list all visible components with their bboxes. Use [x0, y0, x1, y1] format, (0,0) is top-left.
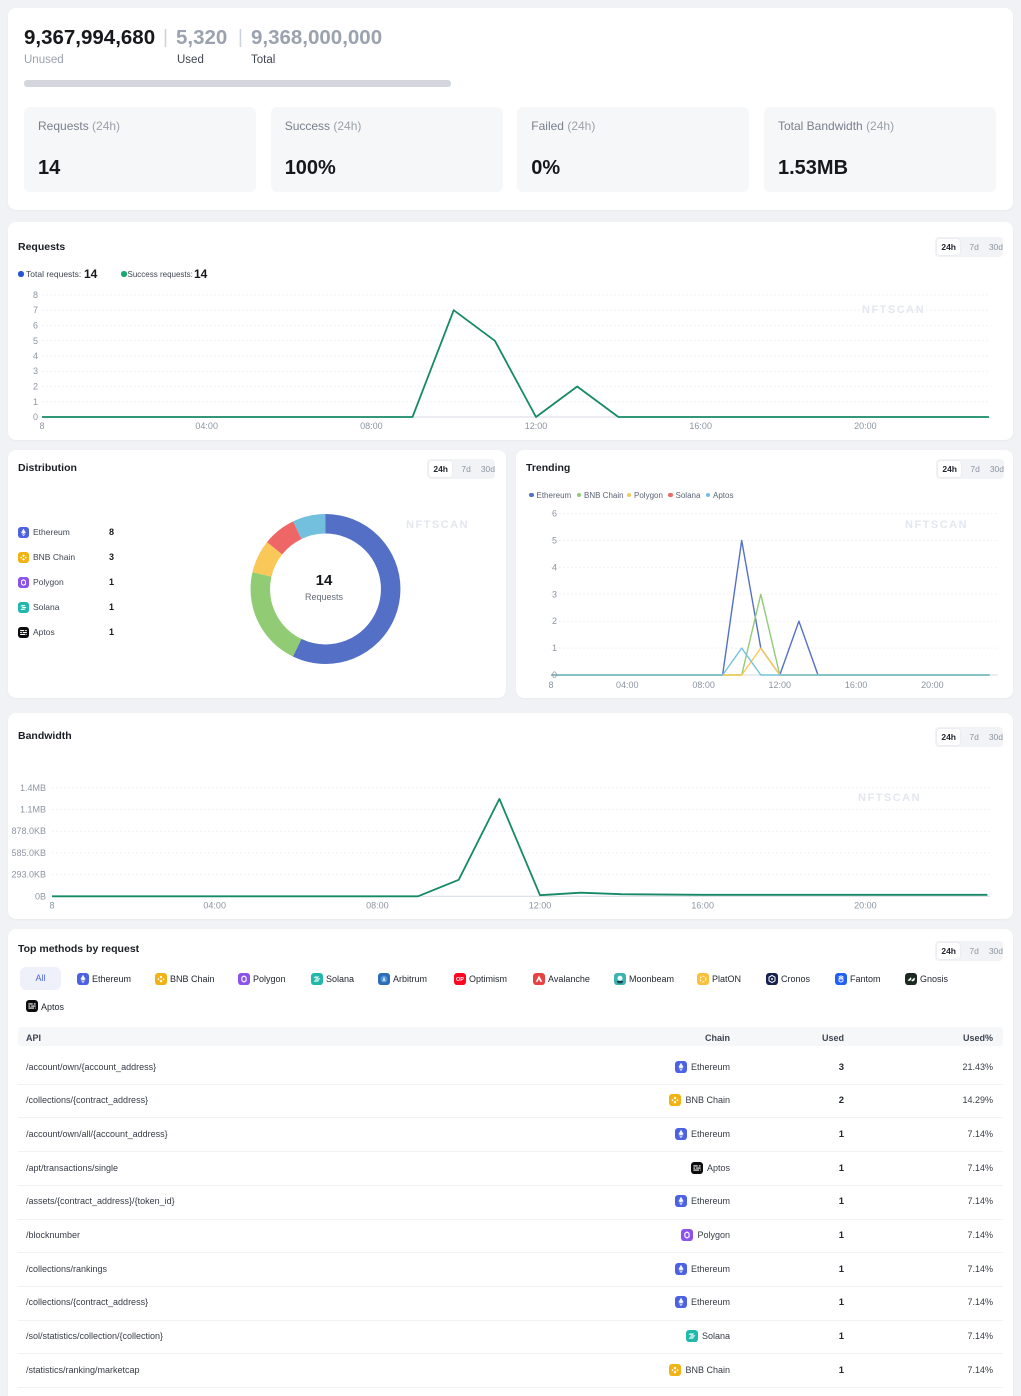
svg-text:OP: OP [456, 977, 464, 983]
